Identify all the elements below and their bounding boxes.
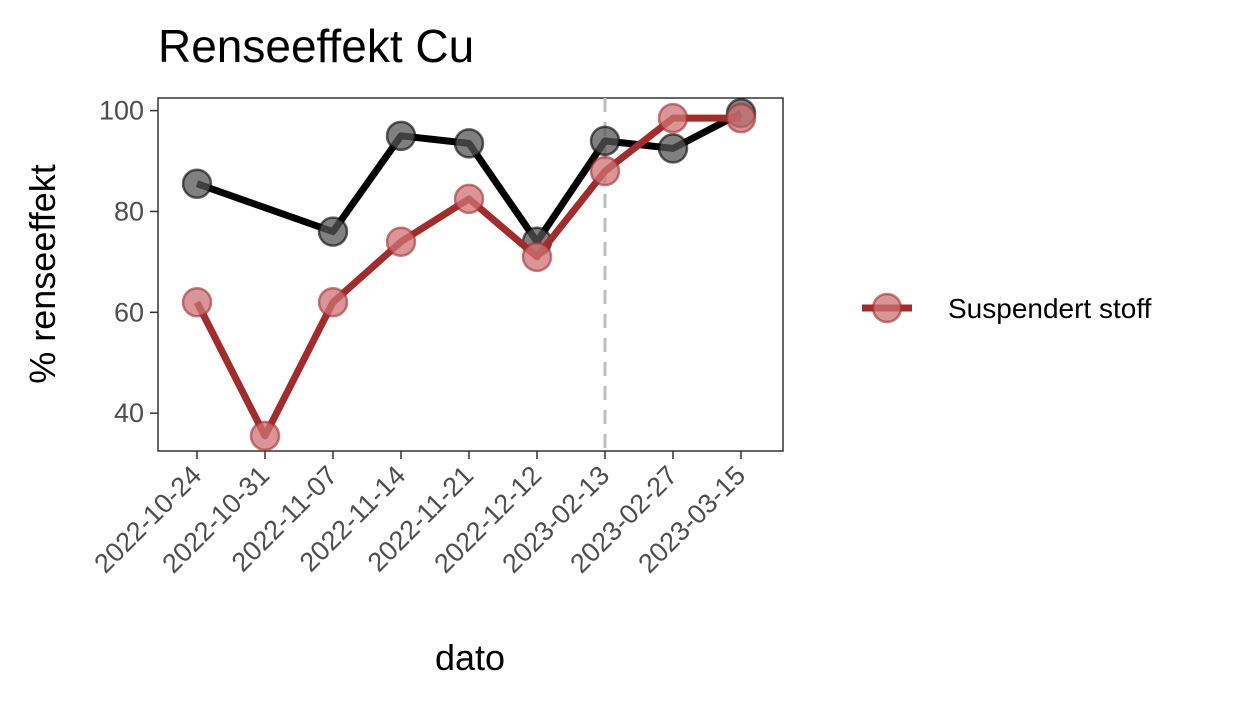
- series-point: [453, 183, 485, 215]
- x-axis: 2022-10-242022-10-312022-11-072022-11-14…: [88, 451, 751, 579]
- y-tick-label: 80: [114, 196, 144, 226]
- series-point: [385, 120, 417, 152]
- series-1: [181, 102, 757, 452]
- legend: Suspendert stoff: [862, 292, 1152, 324]
- chart-title: Renseeffekt Cu: [158, 20, 474, 72]
- series-point: [589, 155, 621, 187]
- plot-area: 40 60 80 100 2022-10-242022-10-312022-11-07…: [88, 96, 784, 579]
- series-point: [249, 420, 281, 452]
- series-point: [657, 102, 689, 134]
- series-point: [317, 216, 349, 247]
- series-point: [181, 168, 213, 199]
- series-point: [521, 241, 553, 273]
- series-point: [317, 286, 349, 318]
- series-line-1: [193, 114, 741, 440]
- y-tick-label: 60: [114, 297, 144, 327]
- series-point: [453, 128, 485, 159]
- series-point: [589, 125, 621, 157]
- y-axis-title: % renseeffekt: [22, 164, 63, 383]
- series-point: [657, 133, 689, 164]
- y-tick-label: 100: [99, 96, 144, 126]
- plot-panel-border: [157, 97, 784, 452]
- y-axis: 40 60 80 100: [99, 96, 158, 428]
- series-point: [181, 286, 213, 318]
- x-axis-title: dato: [435, 637, 505, 678]
- series-point: [385, 226, 417, 257]
- legend-label: Suspendert stoff: [948, 293, 1152, 324]
- legend-key-point: [871, 292, 903, 324]
- y-tick-label: 40: [114, 398, 144, 428]
- series-layer: [181, 97, 757, 452]
- series-point: [725, 102, 757, 134]
